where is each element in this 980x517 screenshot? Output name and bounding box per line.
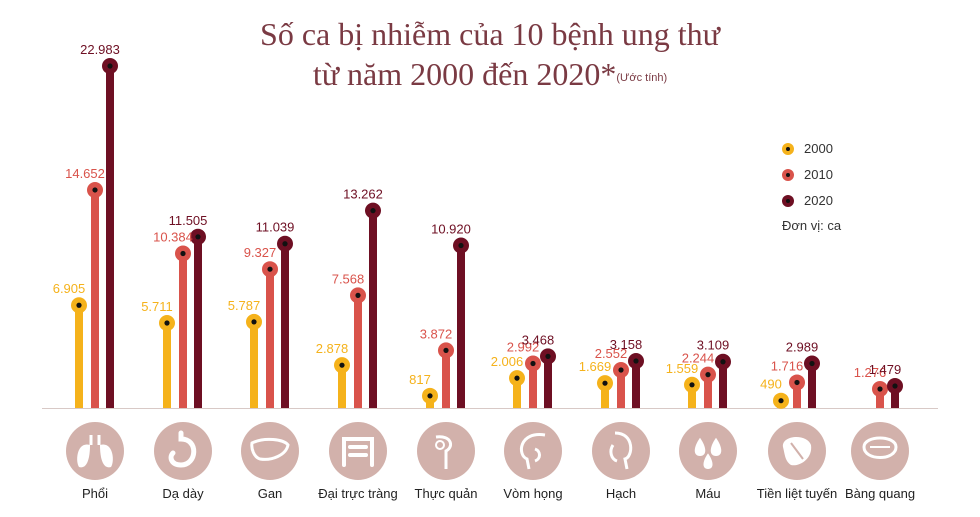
data-label-2020-5: 10.920 — [431, 222, 471, 237]
data-label-2010-9: 1.716 — [771, 358, 804, 373]
chart-title: Số ca bị nhiễm của 10 bệnh ung thư từ nă… — [0, 14, 980, 94]
legend: 2000 2010 2020 Đơn vị: ca — [782, 136, 841, 233]
bar-2010-5 — [438, 342, 454, 408]
bar-2010-10 — [872, 381, 888, 408]
data-label-2000-7: 1.669 — [579, 359, 612, 374]
bar-2010-2 — [175, 245, 191, 408]
data-label-2020-1: 22.983 — [80, 42, 120, 57]
bar-2000-1 — [71, 297, 87, 408]
data-label-2020-9: 2.989 — [786, 340, 819, 355]
bar-2010-6 — [525, 355, 541, 408]
category-label-4: Đại trực tràng — [318, 486, 398, 501]
data-label-2020-4: 13.262 — [343, 187, 383, 202]
bar-2000-5 — [422, 387, 438, 408]
intestine-icon — [329, 422, 387, 480]
data-label-2010-6: 2.992 — [507, 339, 540, 354]
category-label-9: Tiền liệt tuyến — [757, 486, 837, 501]
data-label-2000-6: 2.006 — [491, 354, 524, 369]
esophagus-icon — [417, 422, 475, 480]
lungs-icon — [66, 422, 124, 480]
data-label-2000-8: 1.559 — [666, 361, 699, 376]
legend-swatch — [782, 169, 794, 181]
prostate-icon — [768, 422, 826, 480]
data-label-2000-9: 490 — [760, 377, 782, 392]
category-label-8: Máu — [695, 486, 720, 501]
data-label-2010-10: 1.276 — [854, 365, 887, 380]
legend-label: 2020 — [804, 193, 833, 208]
bar-2020-8 — [715, 353, 731, 408]
lymph-node-icon — [592, 422, 650, 480]
legend-label: 2010 — [804, 167, 833, 182]
data-label-2010-4: 7.568 — [332, 271, 365, 286]
legend-label: 2000 — [804, 141, 833, 156]
data-label-2000-3: 5.787 — [228, 298, 261, 313]
data-label-2010-1: 14.652 — [65, 166, 105, 181]
bar-2000-3 — [246, 313, 262, 408]
legend-item-2000: 2000 — [782, 136, 841, 162]
stomach-icon — [154, 422, 212, 480]
throat-icon — [504, 422, 562, 480]
bar-2020-4 — [365, 202, 381, 408]
bar-2010-8 — [700, 366, 716, 408]
bar-2000-6 — [509, 370, 525, 408]
data-label-2010-2: 10.384 — [153, 229, 193, 244]
legend-item-2010: 2010 — [782, 162, 841, 188]
data-label-2010-7: 2.552 — [595, 346, 628, 361]
bar-2010-4 — [350, 287, 366, 408]
bar-2020-3 — [277, 235, 293, 408]
bar-2010-9 — [789, 374, 805, 408]
bar-2020-6 — [540, 348, 556, 408]
data-label-2010-3: 9.327 — [244, 245, 277, 260]
data-label-2020-6: 3.468 — [522, 332, 555, 347]
data-label-2000-4: 2.878 — [316, 341, 349, 356]
data-label-2020-10: 1.479 — [869, 362, 902, 377]
data-label-2020-8: 3.109 — [697, 338, 730, 353]
category-label-3: Gan — [258, 486, 283, 501]
bar-2000-2 — [159, 315, 175, 408]
bar-2000-4 — [334, 357, 350, 408]
category-label-7: Hạch — [606, 486, 636, 501]
unit-label: Đơn vị: ca — [782, 218, 842, 233]
title-line-2: từ năm 2000 đến 2020*(Ước tính) — [0, 54, 980, 94]
bar-2020-7 — [628, 353, 644, 408]
bar-2010-1 — [87, 181, 103, 408]
bar-2010-7 — [613, 362, 629, 408]
data-label-2020-2: 11.505 — [169, 213, 208, 228]
data-label-2000-5: 817 — [409, 372, 431, 387]
bar-2000-8 — [684, 376, 700, 408]
bar-2000-9 — [773, 392, 789, 409]
liver-icon — [241, 422, 299, 480]
title-note: (Ước tính) — [616, 72, 668, 84]
bar-2020-1 — [102, 58, 118, 408]
legend-swatch — [782, 143, 794, 155]
bladder-icon — [851, 422, 909, 480]
category-label-2: Dạ dày — [162, 486, 204, 501]
data-label-2010-8: 2.244 — [682, 351, 715, 366]
title-line-2-text: từ năm 2000 đến 2020* — [312, 56, 617, 92]
data-label-2000-2: 5.711 — [141, 299, 173, 314]
legend-item-2020: 2020 — [782, 188, 841, 214]
bar-2020-5 — [453, 237, 469, 408]
category-label-6: Vòm họng — [503, 486, 562, 501]
data-label-2000-1: 6.905 — [53, 281, 86, 296]
category-label-10: Bàng quang — [845, 486, 915, 501]
bar-2020-10 — [887, 377, 903, 408]
data-label-2010-5: 3.872 — [420, 326, 453, 341]
bar-2020-9 — [804, 355, 820, 408]
category-label-1: Phổi — [82, 486, 108, 501]
bar-2000-7 — [597, 375, 613, 408]
title-line-1: Số ca bị nhiễm của 10 bệnh ung thư — [260, 16, 720, 52]
category-label-5: Thực quản — [415, 486, 478, 501]
data-label-2020-3: 11.039 — [256, 220, 295, 235]
bar-2020-2 — [190, 228, 206, 408]
data-label-2020-7: 3.158 — [610, 337, 643, 352]
bar-2010-3 — [262, 261, 278, 408]
blood-icon — [679, 422, 737, 480]
legend-swatch — [782, 195, 794, 207]
